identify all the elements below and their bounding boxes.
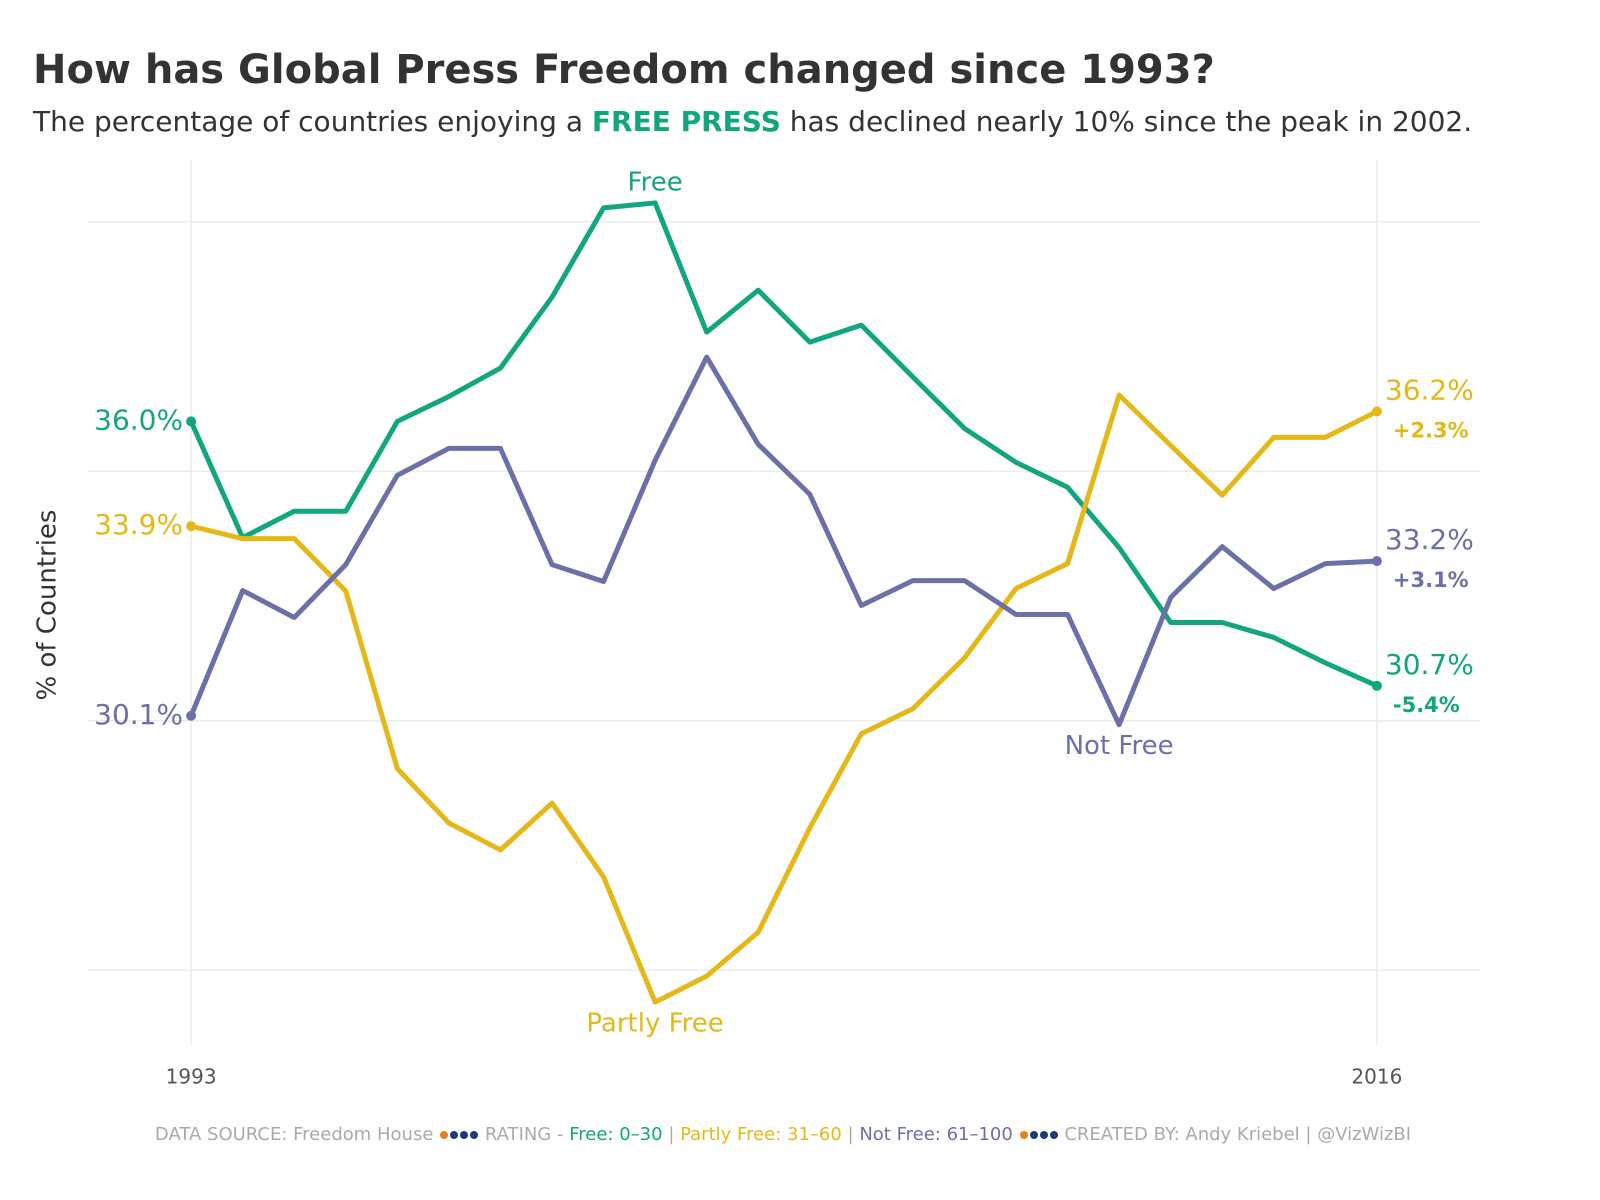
series-label: Free bbox=[628, 167, 683, 197]
subtitle-text: The percentage of countries enjoying a bbox=[32, 105, 592, 138]
end-point bbox=[186, 521, 197, 532]
value-label: 36.0% bbox=[94, 403, 183, 436]
chart-subtitle: The percentage of countries enjoying a F… bbox=[32, 105, 1472, 138]
end-point bbox=[1371, 680, 1382, 691]
value-label: 33.9% bbox=[94, 508, 183, 541]
footer-rating: RATING - bbox=[484, 1124, 570, 1145]
end-point bbox=[186, 416, 197, 427]
value-label: 30.1% bbox=[94, 698, 183, 731]
footer-sep: | bbox=[841, 1124, 860, 1145]
end-point bbox=[186, 710, 197, 721]
end-point bbox=[1371, 556, 1382, 567]
dots bbox=[439, 1124, 479, 1145]
x-tick-label: 2016 bbox=[1351, 1065, 1402, 1089]
change-label: +2.3% bbox=[1393, 418, 1469, 442]
y-axis-label: % of Countries bbox=[33, 510, 63, 701]
chart: How has Global Press Freedom changed sin… bbox=[32, 47, 1480, 1089]
value-label: 36.2% bbox=[1385, 373, 1474, 406]
series-label: Not Free bbox=[1065, 731, 1174, 761]
subtitle-highlight: FREE PRESS bbox=[592, 105, 781, 138]
dots bbox=[1019, 1124, 1059, 1145]
x-tick-label: 1993 bbox=[166, 1065, 217, 1089]
series-label: Partly Free bbox=[586, 1009, 723, 1039]
value-label: 30.7% bbox=[1385, 648, 1474, 681]
change-label: -5.4% bbox=[1393, 693, 1460, 717]
change-label: +3.1% bbox=[1393, 568, 1469, 592]
line bbox=[188, 200, 1378, 689]
footer-partly: Partly Free: 31–60 bbox=[680, 1124, 842, 1145]
footer-free: Free: 0–30 bbox=[569, 1124, 663, 1145]
footer-sep: | bbox=[662, 1124, 681, 1145]
end-point bbox=[1371, 406, 1382, 417]
footer: DATA SOURCE: Freedom House RATING - Free… bbox=[0, 1124, 1566, 1145]
value-label: 33.2% bbox=[1385, 523, 1474, 556]
line bbox=[190, 392, 1379, 1005]
footer-credit: CREATED BY: Andy Kriebel | @VizWizBI bbox=[1064, 1124, 1412, 1145]
line bbox=[188, 354, 1378, 728]
subtitle-text: has declined nearly 10% since the peak i… bbox=[781, 105, 1472, 138]
footer-notfree: Not Free: 61–100 bbox=[859, 1124, 1013, 1145]
chart-title: How has Global Press Freedom changed sin… bbox=[33, 47, 1215, 93]
footer-source: DATA SOURCE: Freedom House bbox=[154, 1124, 434, 1145]
